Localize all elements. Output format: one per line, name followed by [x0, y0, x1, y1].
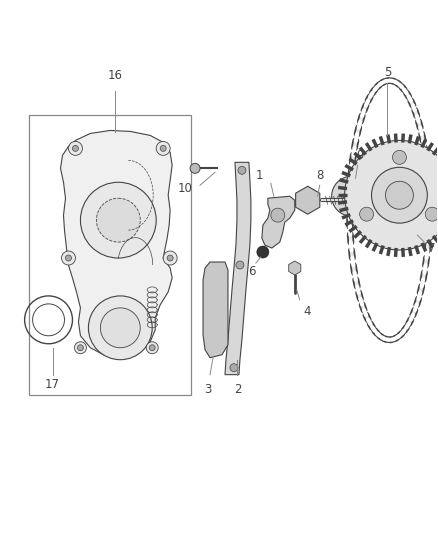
Circle shape [345, 140, 438, 250]
Polygon shape [296, 186, 320, 214]
Circle shape [257, 246, 269, 258]
Circle shape [236, 261, 244, 269]
Circle shape [88, 296, 152, 360]
Circle shape [74, 342, 86, 354]
Text: 3: 3 [205, 383, 212, 396]
Text: 7: 7 [427, 241, 435, 255]
Text: 5: 5 [384, 66, 391, 79]
Circle shape [72, 146, 78, 151]
Circle shape [271, 208, 285, 222]
Circle shape [371, 167, 427, 223]
Text: 17: 17 [45, 378, 60, 391]
Circle shape [230, 364, 238, 372]
Circle shape [167, 255, 173, 261]
Text: 10: 10 [178, 182, 193, 195]
Circle shape [149, 345, 155, 351]
Circle shape [81, 182, 156, 258]
Circle shape [360, 207, 374, 221]
Polygon shape [203, 262, 228, 358]
Circle shape [332, 176, 371, 216]
Polygon shape [225, 163, 251, 375]
Text: 1: 1 [256, 169, 264, 182]
Polygon shape [289, 261, 301, 275]
Polygon shape [60, 131, 172, 358]
Text: 2: 2 [234, 383, 242, 396]
Circle shape [385, 181, 413, 209]
Circle shape [238, 166, 246, 174]
Text: 8: 8 [316, 169, 323, 182]
Circle shape [392, 150, 406, 164]
Circle shape [146, 342, 158, 354]
Circle shape [163, 251, 177, 265]
Circle shape [96, 198, 140, 242]
Circle shape [61, 251, 75, 265]
Circle shape [160, 146, 166, 151]
Circle shape [425, 207, 438, 221]
Circle shape [68, 141, 82, 155]
Text: 9: 9 [356, 149, 363, 162]
Circle shape [190, 163, 200, 173]
Bar [28, 116, 191, 394]
Circle shape [78, 345, 83, 351]
Text: 4: 4 [303, 305, 311, 318]
Circle shape [66, 255, 71, 261]
Circle shape [343, 188, 360, 204]
Text: 16: 16 [108, 69, 123, 82]
Circle shape [156, 141, 170, 155]
Text: 6: 6 [248, 265, 256, 278]
Polygon shape [262, 196, 295, 248]
Circle shape [100, 308, 140, 348]
